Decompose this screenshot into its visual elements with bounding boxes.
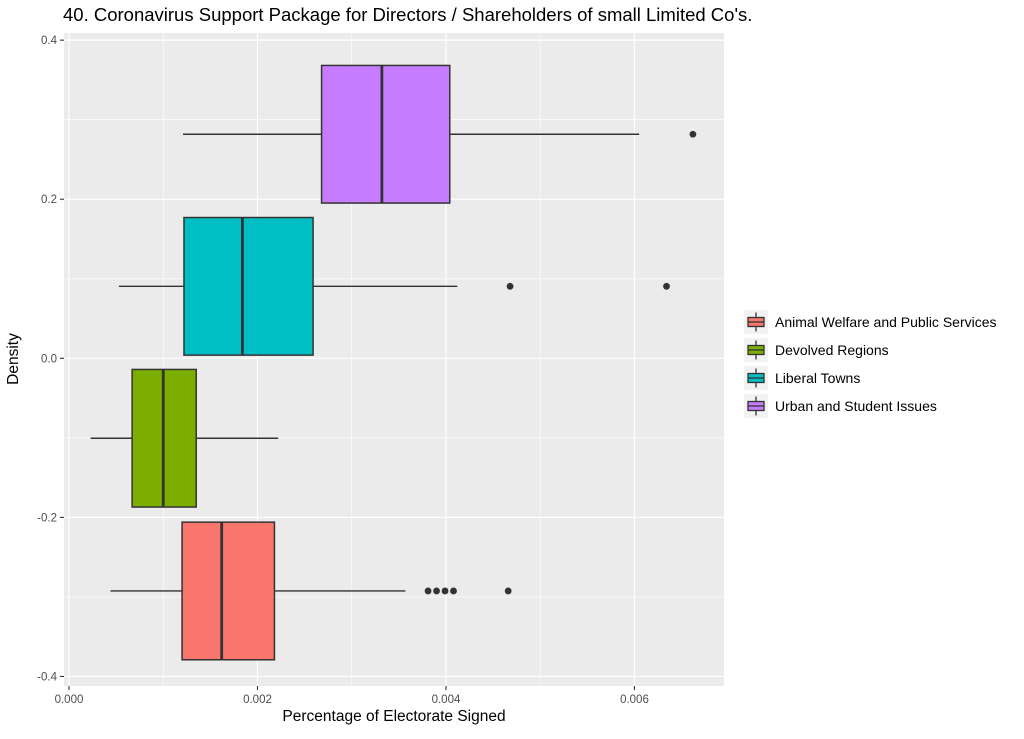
boxplot-outlier xyxy=(450,587,457,595)
boxplot-outlier xyxy=(663,282,670,290)
boxplot-box xyxy=(181,521,276,661)
x-tick-label: 0.000 xyxy=(55,694,84,706)
legend-label: Animal Welfare and Public Services xyxy=(775,314,997,330)
boxplot-box xyxy=(183,216,314,356)
legend-row: Animal Welfare and Public Services xyxy=(744,310,997,334)
boxplot-outlier xyxy=(689,130,697,138)
boxplot-outlier xyxy=(424,587,432,595)
boxplot-outlier xyxy=(504,587,512,595)
legend-key-boxplot-icon xyxy=(744,338,768,362)
legend-label: Devolved Regions xyxy=(775,342,889,358)
y-tick-label: -0.2 xyxy=(37,512,57,524)
y-tick-label: 0.2 xyxy=(41,194,57,206)
x-axis-title: Percentage of Electorate Signed xyxy=(282,708,506,725)
boxplot-box xyxy=(320,64,451,204)
legend-label: Liberal Towns xyxy=(775,370,861,386)
x-tick-label: 0.006 xyxy=(620,694,649,706)
y-tick-label: 0.4 xyxy=(41,35,58,47)
legend-key-boxplot-icon xyxy=(744,310,768,334)
legend-row: Devolved Regions xyxy=(744,338,997,362)
boxplot-outlier xyxy=(441,587,449,595)
legend-key-boxplot-icon xyxy=(744,394,768,418)
legend-key-boxplot-icon xyxy=(744,366,768,390)
legend-row: Urban and Student Issues xyxy=(744,394,997,418)
legend-row: Liberal Towns xyxy=(744,366,997,390)
x-tick-label: 0.002 xyxy=(243,694,272,706)
y-tick-label: -0.4 xyxy=(37,671,57,683)
legend-label: Urban and Student Issues xyxy=(775,398,937,414)
boxplot-outlier xyxy=(433,587,440,595)
chart-title: 40. Coronavirus Support Package for Dire… xyxy=(63,4,753,25)
legend: Animal Welfare and Public Services Devolv… xyxy=(744,310,997,418)
x-tick-label: 0.004 xyxy=(432,694,461,706)
y-tick-label: 0.0 xyxy=(41,353,57,365)
boxplot-outlier xyxy=(506,282,514,290)
